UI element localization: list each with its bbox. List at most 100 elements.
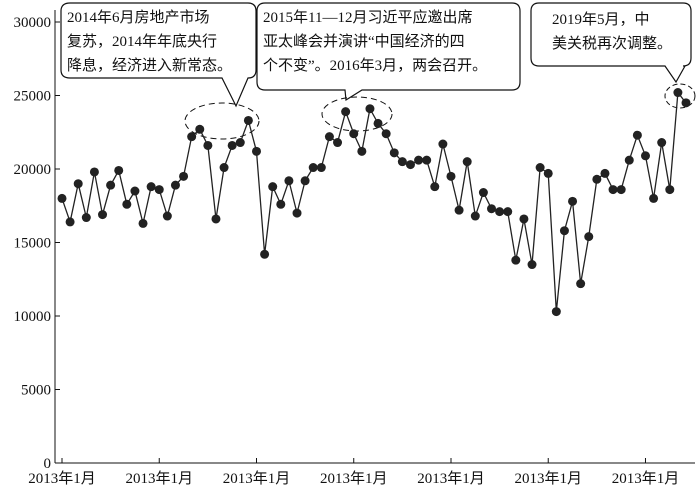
data-point bbox=[446, 171, 456, 181]
data-point bbox=[632, 130, 642, 140]
x-tick-label: 2013年1月 bbox=[28, 470, 96, 487]
data-point bbox=[251, 146, 261, 156]
annotation-text: 美关税再次调整。 bbox=[552, 35, 672, 52]
data-point bbox=[203, 140, 213, 150]
data-point bbox=[276, 199, 286, 209]
x-tick-label: 2013年1月 bbox=[612, 470, 680, 487]
annotation-text: 降息，经济进入新常态。 bbox=[67, 57, 232, 74]
data-point bbox=[422, 155, 432, 165]
annotation-text: 2019年5月，中 bbox=[552, 11, 650, 28]
y-tick-label: 5000 bbox=[21, 383, 51, 399]
data-point bbox=[98, 210, 108, 220]
data-point bbox=[57, 193, 67, 203]
x-tick-label: 2013年1月 bbox=[320, 470, 388, 487]
data-point bbox=[106, 180, 116, 190]
data-point bbox=[584, 232, 594, 242]
data-point bbox=[657, 138, 667, 148]
data-point bbox=[649, 193, 659, 203]
data-point bbox=[260, 249, 270, 259]
data-point bbox=[527, 260, 537, 270]
data-point bbox=[681, 98, 691, 108]
data-point bbox=[519, 214, 529, 224]
data-point bbox=[454, 205, 464, 215]
data-point bbox=[430, 182, 440, 192]
data-point bbox=[130, 186, 140, 196]
data-point bbox=[316, 163, 326, 173]
data-point bbox=[349, 129, 359, 139]
y-tick-label: 15000 bbox=[14, 236, 52, 252]
data-point bbox=[673, 88, 683, 98]
data-point bbox=[397, 157, 407, 167]
data-point bbox=[414, 155, 424, 165]
y-tick-label: 20000 bbox=[14, 162, 52, 178]
data-point bbox=[478, 188, 488, 198]
data-line bbox=[61, 90, 687, 312]
data-point bbox=[211, 214, 221, 224]
callout-box bbox=[256, 2, 521, 102]
data-point bbox=[381, 129, 391, 139]
data-point bbox=[187, 132, 197, 142]
data-point bbox=[179, 171, 189, 181]
callout-box bbox=[530, 2, 692, 84]
annotation-text: 2015年11—12月习近平应邀出席 bbox=[263, 8, 472, 26]
data-point bbox=[559, 226, 569, 236]
data-point bbox=[495, 207, 505, 217]
data-point bbox=[341, 107, 351, 117]
data-point bbox=[438, 139, 448, 149]
data-point bbox=[389, 148, 399, 158]
data-point bbox=[73, 179, 83, 189]
x-tick-label: 2013年1月 bbox=[514, 470, 582, 487]
data-point bbox=[551, 307, 561, 317]
data-point bbox=[462, 157, 472, 167]
x-tick-label: 2013年1月 bbox=[223, 470, 291, 487]
data-point bbox=[89, 167, 99, 177]
data-point bbox=[243, 115, 253, 125]
y-tick-label: 0 bbox=[44, 456, 52, 472]
data-point bbox=[616, 185, 626, 195]
data-point bbox=[268, 182, 278, 192]
data-point bbox=[324, 132, 334, 142]
data-point bbox=[284, 176, 294, 186]
annotation-text: 个不变”。2016年3月，两会召开。 bbox=[263, 57, 487, 74]
data-point bbox=[235, 138, 245, 148]
data-point bbox=[543, 168, 553, 178]
data-point bbox=[357, 146, 367, 156]
data-point bbox=[503, 207, 513, 217]
data-point bbox=[65, 217, 75, 227]
data-point bbox=[511, 255, 521, 265]
data-point bbox=[195, 124, 205, 134]
annotation-text: 复苏，2014年年底央行 bbox=[67, 32, 217, 50]
data-point bbox=[665, 185, 675, 195]
data-point bbox=[227, 140, 237, 150]
data-point bbox=[576, 279, 586, 289]
x-tick-label: 2013年1月 bbox=[125, 470, 193, 487]
data-point bbox=[170, 180, 180, 190]
y-tick-label: 10000 bbox=[14, 309, 52, 325]
data-point bbox=[568, 196, 578, 206]
data-point bbox=[138, 218, 148, 228]
data-point bbox=[470, 211, 480, 221]
annotation-text: 亚太峰会并演讲“中国经济的四 bbox=[263, 33, 465, 50]
data-point bbox=[114, 165, 124, 175]
data-point bbox=[292, 208, 302, 218]
data-point bbox=[600, 168, 610, 178]
data-point bbox=[308, 163, 318, 173]
y-tick-label: 30000 bbox=[14, 15, 52, 31]
data-point bbox=[146, 182, 156, 192]
highlight-ellipse bbox=[664, 83, 696, 109]
data-point bbox=[608, 185, 618, 195]
data-point bbox=[592, 174, 602, 184]
data-point bbox=[487, 204, 497, 214]
data-point bbox=[162, 211, 172, 221]
data-point bbox=[154, 185, 164, 195]
y-tick-label: 25000 bbox=[14, 89, 52, 105]
data-point bbox=[624, 155, 634, 165]
data-point bbox=[333, 138, 343, 148]
data-point bbox=[122, 199, 132, 209]
data-point bbox=[365, 104, 375, 114]
highlight-ellipse bbox=[184, 102, 260, 140]
data-point bbox=[81, 213, 91, 223]
data-point bbox=[640, 151, 650, 161]
callout-box bbox=[60, 2, 257, 108]
